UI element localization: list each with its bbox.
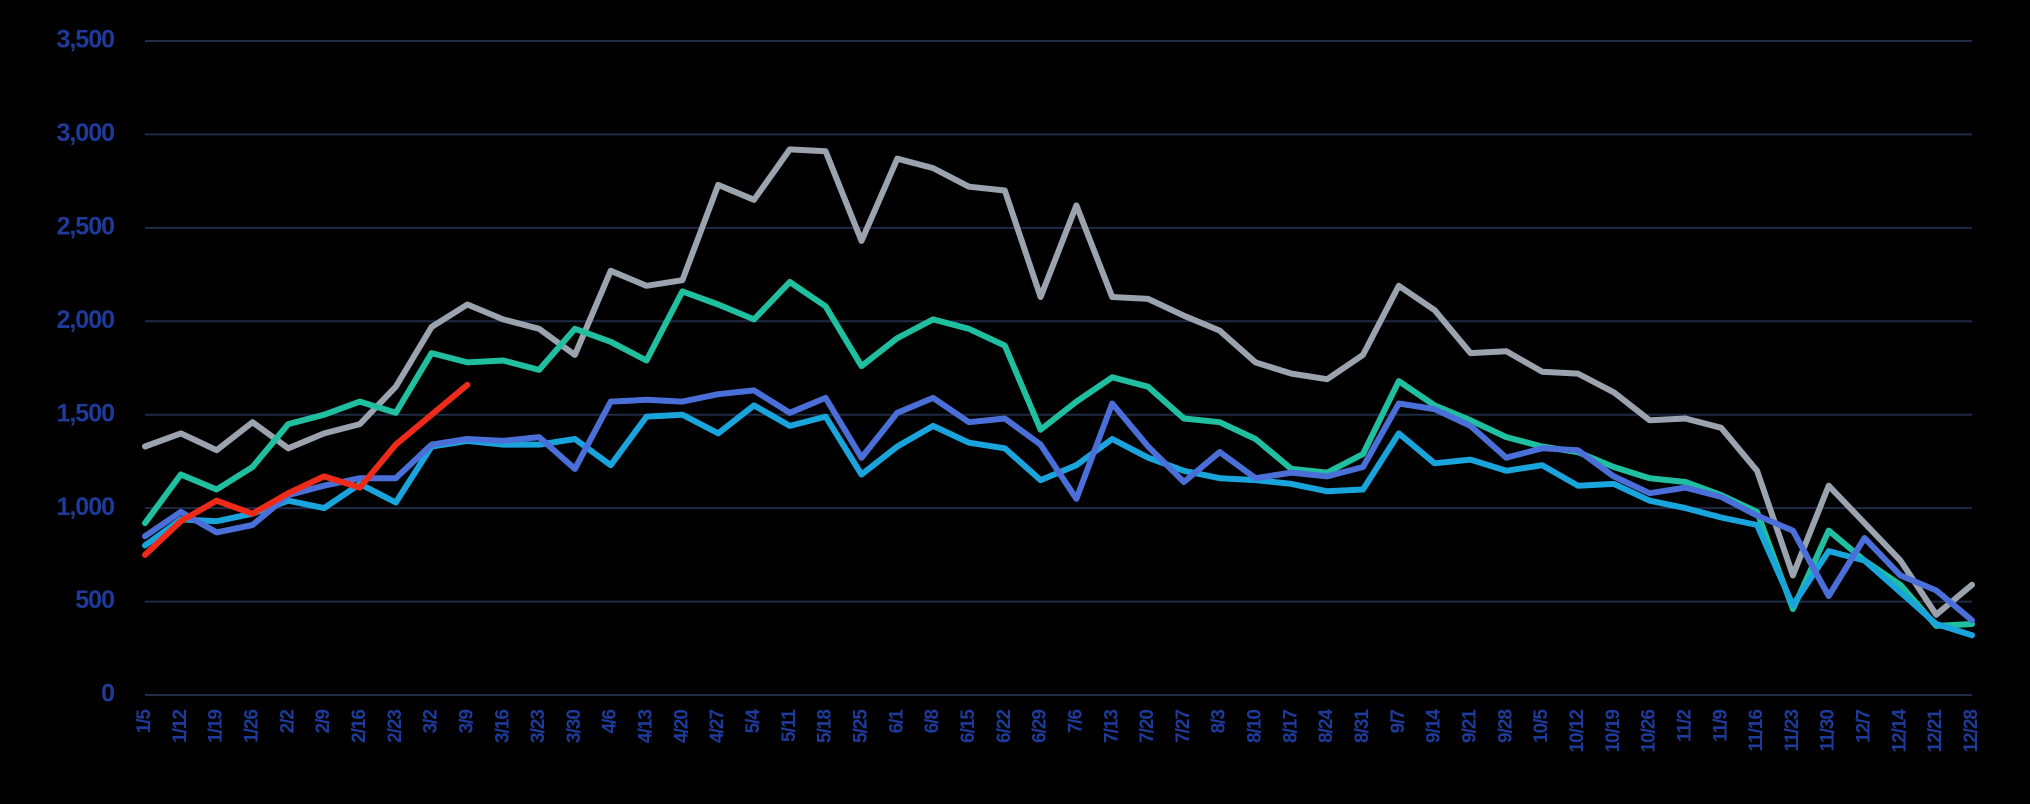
y-tick-label: 3,000: [56, 119, 114, 147]
y-tick-label: 1,500: [56, 399, 114, 427]
x-tick-label: 7/20: [1137, 710, 1158, 743]
x-tick-label: 9/14: [1424, 709, 1445, 743]
x-tick-label: 12/28: [1961, 710, 1982, 753]
x-tick-label: 2/16: [349, 710, 370, 743]
x-tick-label: 6/1: [886, 709, 907, 734]
x-tick-label: 2/23: [385, 710, 406, 743]
x-tick-label: 7/27: [1173, 710, 1194, 743]
x-tick-label: 11/16: [1746, 710, 1767, 752]
x-tick-label: 9/7: [1388, 710, 1409, 734]
x-tick-label: 12/21: [1925, 709, 1946, 753]
x-tick-label: 8/24: [1316, 709, 1337, 743]
x-tick-label: 8/17: [1280, 710, 1301, 743]
x-tick-label: 1/5: [134, 709, 155, 734]
x-tick-label: 7/13: [1101, 710, 1122, 743]
x-tick-label: 1/26: [241, 710, 262, 743]
y-tick-label: 500: [75, 586, 114, 614]
x-tick-label: 11/23: [1782, 710, 1803, 752]
x-tick-label: 6/29: [1030, 710, 1051, 743]
x-tick-label: 8/3: [1209, 710, 1230, 734]
x-tick-label: 9/28: [1495, 710, 1516, 743]
series-line: [142, 146, 1975, 618]
y-tick-label: 3,500: [56, 26, 114, 54]
x-tick-label: 12/7: [1854, 710, 1875, 743]
x-tick-label: 4/13: [636, 710, 657, 743]
x-tick-label: 5/11: [779, 709, 800, 742]
x-tick-label: 11/30: [1818, 710, 1839, 752]
x-tick-label: 12/14: [1889, 709, 1910, 753]
x-tick-label: 3/2: [421, 710, 442, 734]
x-tick-label: 2/2: [277, 710, 298, 734]
x-tick-label: 4/6: [600, 710, 621, 734]
x-tick-label: 3/9: [456, 710, 477, 734]
x-tick-label: 6/15: [958, 709, 979, 743]
y-tick-label: 0: [101, 680, 114, 708]
x-tick-label: 11/2: [1674, 710, 1695, 742]
x-tick-label: 5/18: [815, 710, 836, 743]
x-tick-label: 11/9: [1710, 710, 1731, 742]
x-tick-label: 9/21: [1459, 709, 1480, 743]
x-tick-label: 10/12: [1567, 710, 1588, 753]
x-tick-label: 8/31: [1352, 709, 1373, 743]
x-tick-label: 6/8: [922, 710, 943, 734]
x-tick-label: 3/16: [492, 710, 513, 743]
y-tick-label: 2,500: [56, 212, 114, 240]
x-tick-label: 10/26: [1639, 710, 1660, 753]
x-tick-label: 10/5: [1531, 709, 1552, 743]
x-tick-label: 6/22: [994, 710, 1015, 743]
x-tick-label: 3/30: [564, 710, 585, 743]
y-tick-label: 1,000: [56, 493, 114, 521]
x-tick-label: 7/6: [1065, 710, 1086, 734]
x-tick-label: 5/4: [743, 709, 764, 734]
x-tick-label: 4/27: [707, 710, 728, 743]
series-line: [142, 387, 1975, 624]
x-tick-label: 10/19: [1603, 710, 1624, 753]
x-tick-label: 2/9: [313, 710, 334, 734]
x-tick-label: 8/10: [1245, 710, 1266, 743]
y-tick-label: 2,000: [56, 306, 114, 334]
x-tick-label: 3/23: [528, 710, 549, 743]
x-tick-label: 1/19: [206, 710, 227, 743]
x-tick-label: 4/20: [671, 710, 692, 743]
x-tick-label: 1/12: [170, 710, 191, 743]
series-line: [142, 279, 1975, 629]
x-tick-label: 5/25: [850, 709, 871, 743]
series-line: [142, 381, 471, 558]
